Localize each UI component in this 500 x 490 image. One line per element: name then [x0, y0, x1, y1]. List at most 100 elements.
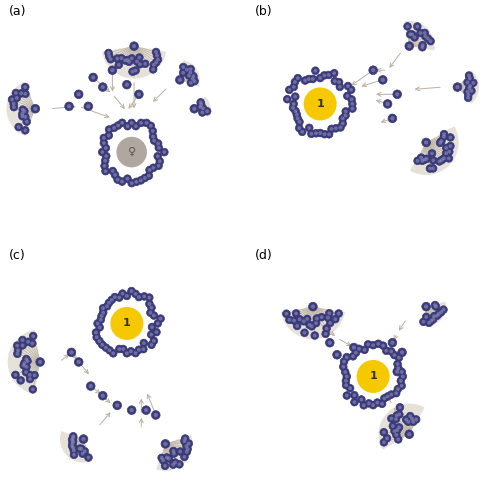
Circle shape: [14, 350, 21, 358]
Circle shape: [362, 348, 366, 352]
Circle shape: [26, 371, 34, 379]
Circle shape: [146, 300, 154, 308]
Circle shape: [323, 324, 330, 332]
Circle shape: [157, 146, 161, 150]
Circle shape: [152, 63, 156, 67]
Circle shape: [408, 414, 412, 418]
Circle shape: [148, 168, 152, 172]
Circle shape: [203, 107, 211, 115]
Wedge shape: [194, 97, 210, 117]
Circle shape: [176, 448, 184, 455]
Circle shape: [442, 132, 446, 136]
Circle shape: [414, 417, 418, 421]
Circle shape: [126, 177, 130, 181]
Circle shape: [395, 423, 403, 431]
Circle shape: [324, 326, 328, 330]
Circle shape: [444, 151, 448, 155]
Circle shape: [290, 100, 298, 108]
Circle shape: [343, 372, 350, 380]
Circle shape: [154, 50, 158, 54]
Circle shape: [308, 322, 316, 330]
Circle shape: [181, 71, 185, 74]
Circle shape: [127, 347, 134, 355]
Circle shape: [422, 138, 430, 147]
Circle shape: [130, 42, 138, 50]
Circle shape: [286, 98, 289, 101]
Circle shape: [105, 132, 112, 139]
Circle shape: [132, 67, 140, 74]
Circle shape: [89, 73, 98, 82]
Circle shape: [466, 82, 474, 90]
Circle shape: [18, 112, 26, 120]
Circle shape: [392, 415, 400, 423]
Circle shape: [399, 379, 403, 383]
Circle shape: [147, 122, 154, 130]
Circle shape: [14, 373, 18, 377]
Circle shape: [94, 319, 102, 327]
Circle shape: [184, 444, 188, 448]
Circle shape: [396, 403, 404, 411]
Circle shape: [170, 447, 177, 455]
Circle shape: [371, 68, 376, 73]
Circle shape: [120, 345, 127, 353]
Circle shape: [108, 348, 112, 352]
Circle shape: [80, 452, 84, 456]
Circle shape: [394, 433, 398, 437]
Circle shape: [102, 144, 110, 152]
Circle shape: [155, 144, 162, 151]
Circle shape: [176, 461, 184, 468]
Circle shape: [107, 134, 110, 137]
Circle shape: [143, 62, 147, 66]
Circle shape: [360, 397, 364, 401]
Circle shape: [292, 107, 300, 115]
Circle shape: [107, 127, 111, 131]
Circle shape: [92, 329, 100, 336]
Circle shape: [296, 316, 304, 323]
Circle shape: [350, 392, 358, 399]
Circle shape: [352, 393, 356, 397]
Circle shape: [138, 55, 141, 59]
Circle shape: [112, 126, 116, 130]
Circle shape: [398, 368, 406, 376]
Circle shape: [393, 90, 402, 98]
Circle shape: [384, 99, 392, 108]
Circle shape: [308, 126, 311, 130]
Circle shape: [199, 103, 203, 106]
Text: (d): (d): [255, 249, 273, 262]
Circle shape: [74, 358, 83, 367]
Circle shape: [294, 109, 298, 113]
Circle shape: [124, 122, 132, 130]
Circle shape: [26, 359, 30, 363]
Circle shape: [343, 353, 350, 361]
Circle shape: [100, 309, 107, 317]
Circle shape: [427, 321, 431, 325]
Circle shape: [468, 86, 471, 90]
Circle shape: [116, 57, 119, 60]
Wedge shape: [281, 307, 345, 339]
Circle shape: [334, 126, 338, 130]
Circle shape: [96, 323, 104, 331]
Circle shape: [185, 450, 188, 454]
Circle shape: [123, 58, 127, 62]
Circle shape: [312, 129, 320, 137]
Circle shape: [338, 85, 342, 89]
Circle shape: [308, 130, 315, 138]
Circle shape: [380, 439, 388, 446]
Circle shape: [339, 115, 346, 122]
Circle shape: [328, 311, 331, 315]
Circle shape: [342, 112, 349, 120]
Circle shape: [342, 108, 349, 115]
Circle shape: [100, 139, 108, 147]
Circle shape: [91, 75, 96, 79]
Circle shape: [411, 33, 418, 41]
Circle shape: [438, 160, 442, 163]
Circle shape: [434, 305, 438, 309]
Circle shape: [324, 314, 332, 321]
Wedge shape: [6, 82, 36, 136]
Circle shape: [29, 386, 36, 393]
Circle shape: [370, 342, 377, 349]
Circle shape: [424, 35, 432, 42]
Text: (c): (c): [9, 249, 26, 262]
Circle shape: [189, 81, 193, 85]
Circle shape: [322, 330, 330, 338]
